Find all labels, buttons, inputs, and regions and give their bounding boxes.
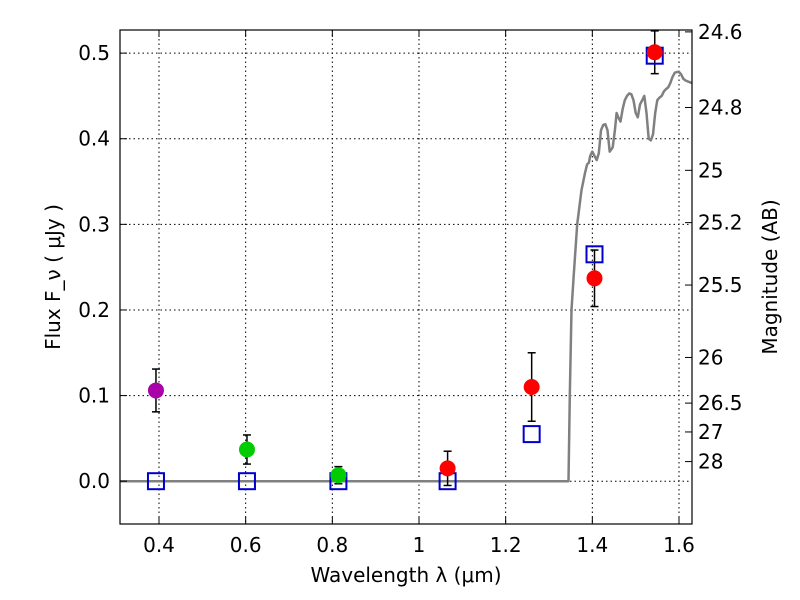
model-spectrum-layer: [120, 70, 693, 483]
model-flux-square: [585, 245, 604, 264]
y-tick-label: 0.4: [78, 127, 110, 151]
x-tick-label: 0.6: [230, 533, 262, 557]
x-tick-label: 1.6: [663, 533, 695, 557]
x-tick-label: 1.2: [490, 533, 522, 557]
y-tick-label: 0.0: [78, 469, 110, 493]
y-tick-label: 0.5: [78, 41, 110, 65]
observed-flux-point: [439, 460, 456, 477]
model-spectrum-line: [120, 70, 693, 483]
magnitude-tick-label: 25: [698, 158, 723, 182]
plot-frame: [119, 29, 693, 525]
observed-flux-point: [330, 467, 347, 484]
y-tick-label: 0.2: [78, 298, 110, 322]
error-bars-layer: [151, 30, 659, 487]
x-tick-labels: 0.4 0.6 0.8 1 1.2 1.4 1.6: [143, 533, 695, 557]
magnitude-tick-label: 28: [698, 450, 723, 474]
y-axis-title: Flux F_ν ( μJy ): [41, 204, 65, 350]
y-tick-label: 0.3: [78, 212, 110, 236]
y-tick-labels: 0.0 0.1 0.2 0.3 0.4 0.5: [78, 41, 110, 493]
observed-flux-point: [238, 441, 255, 458]
right-axis-title: Magnitude (AB): [758, 199, 782, 354]
x-axis-title: Wavelength λ (μm): [310, 563, 501, 587]
y-tick-label: 0.1: [78, 384, 110, 408]
axis-ticks: [120, 30, 692, 524]
model-flux-square: [146, 472, 165, 491]
magnitude-tick-label: 25.2: [698, 211, 743, 235]
magnitude-tick-label: 27: [698, 420, 723, 444]
model-flux-square: [237, 472, 256, 491]
magnitude-tick-labels: 24.6 24.8 25 25.2 25.5 26 26.5 27 28: [698, 20, 743, 474]
observed-flux-point: [586, 270, 603, 287]
model-squares-layer: [146, 46, 664, 491]
x-tick-label: 1: [413, 533, 426, 557]
observed-flux-point: [523, 379, 540, 396]
x-tick-label: 0.4: [143, 533, 175, 557]
magnitude-tick-label: 26.5: [698, 391, 743, 415]
observed-flux-point: [147, 382, 164, 399]
observed-flux-point: [646, 44, 663, 61]
x-tick-label: 1.4: [576, 533, 608, 557]
magnitude-tick-label: 26: [698, 345, 723, 369]
grid-lines: [120, 30, 692, 524]
model-flux-square: [522, 425, 541, 444]
magnitude-tick-label: 25.5: [698, 273, 743, 297]
x-tick-label: 0.8: [316, 533, 348, 557]
magnitude-tick-label: 24.6: [698, 20, 743, 44]
magnitude-tick-label: 24.8: [698, 95, 743, 119]
observed-points-layer: [147, 44, 663, 484]
